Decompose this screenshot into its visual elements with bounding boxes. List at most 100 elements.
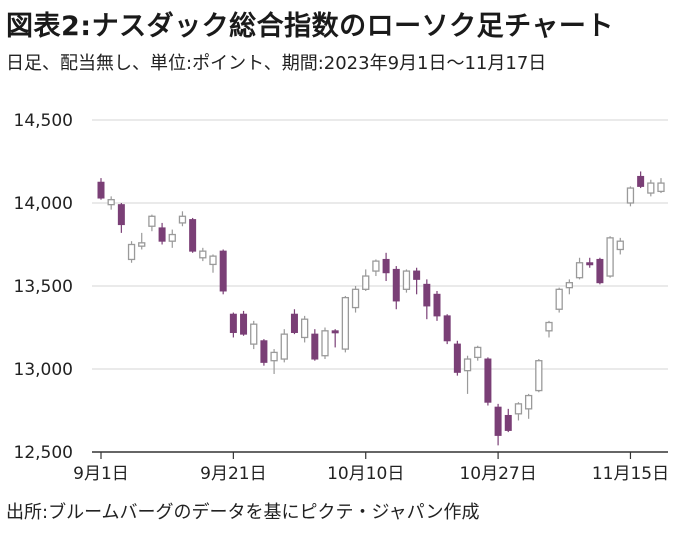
candle bbox=[474, 345, 482, 361]
x-tick-label: 10月27日 bbox=[459, 464, 536, 484]
candle bbox=[189, 217, 197, 253]
candle bbox=[514, 402, 523, 421]
candle bbox=[321, 327, 329, 360]
candle bbox=[443, 314, 451, 345]
candle bbox=[219, 249, 227, 295]
candle-body-down bbox=[229, 313, 237, 333]
candle-body-up bbox=[300, 318, 309, 339]
candle-body-up bbox=[362, 275, 370, 290]
candle-body-down bbox=[392, 268, 400, 302]
candle bbox=[107, 196, 115, 210]
candle-body-down bbox=[240, 313, 248, 335]
candle-body-up bbox=[178, 215, 187, 224]
candle-body-up bbox=[545, 321, 553, 332]
y-axis-tick-labels: 12,500 13,000 13,500 14,000 14,500 bbox=[14, 111, 73, 463]
source-note: 出所:ブルームバーグのデータを基にピクテ・ジャパン作成 bbox=[6, 502, 480, 523]
candle-body-down bbox=[443, 315, 451, 342]
candle bbox=[413, 267, 421, 295]
candle-body-down bbox=[484, 358, 492, 403]
candle-body-up bbox=[199, 250, 207, 259]
candle bbox=[138, 232, 146, 250]
candle bbox=[596, 257, 604, 285]
candle-body-down bbox=[260, 340, 268, 363]
candle-body-down bbox=[586, 262, 594, 266]
candle bbox=[524, 393, 533, 419]
candle-body-up bbox=[341, 296, 350, 350]
chart-subtitle: 日足、配当無し、単位:ポイント、期間:2023年9月1日～11月17日 bbox=[6, 53, 547, 74]
candle-body-down bbox=[97, 181, 105, 199]
candle-body-up bbox=[148, 215, 156, 227]
candle bbox=[260, 339, 268, 366]
y-tick-label: 13,000 bbox=[14, 360, 73, 380]
candle bbox=[300, 315, 309, 343]
candles bbox=[97, 171, 665, 446]
candle-body-up bbox=[555, 288, 563, 310]
candle-body-up bbox=[657, 182, 665, 193]
candle bbox=[402, 269, 411, 293]
candle-body-up bbox=[270, 351, 278, 362]
y-tick-label: 14,500 bbox=[14, 111, 73, 131]
candle-body-up bbox=[402, 270, 411, 290]
candle bbox=[433, 290, 441, 321]
candle bbox=[97, 178, 105, 200]
candle bbox=[423, 279, 431, 320]
y-tick-label: 13,500 bbox=[14, 277, 73, 297]
candle bbox=[463, 355, 472, 394]
candle-body-up bbox=[565, 282, 574, 289]
candle bbox=[484, 357, 492, 406]
candle bbox=[178, 211, 187, 227]
candle-body-down bbox=[189, 219, 197, 252]
x-tick-label: 11月15日 bbox=[592, 464, 669, 484]
candle-body-up bbox=[616, 240, 624, 251]
candle bbox=[270, 349, 278, 374]
candle-body-down bbox=[219, 250, 227, 292]
candle bbox=[148, 214, 156, 232]
candle-body-up bbox=[372, 260, 380, 272]
candle bbox=[168, 229, 176, 248]
candle-body-down bbox=[494, 406, 502, 436]
x-tick-label: 10月10日 bbox=[327, 464, 404, 484]
candle-body-up bbox=[535, 360, 543, 392]
candle-body-up bbox=[209, 255, 217, 266]
candle bbox=[240, 310, 248, 336]
candle bbox=[535, 359, 543, 393]
candle-body-up bbox=[280, 333, 288, 360]
candle-body-down bbox=[453, 343, 461, 373]
candle bbox=[392, 266, 400, 310]
candle-body-up bbox=[514, 403, 523, 415]
candle-body-up bbox=[321, 330, 329, 357]
candle-body-up bbox=[463, 358, 472, 372]
candle bbox=[199, 247, 207, 262]
candle-body-down bbox=[637, 175, 645, 187]
candle bbox=[647, 179, 655, 197]
candle-body-up bbox=[524, 394, 533, 410]
y-tick-label: 14,000 bbox=[14, 194, 73, 214]
candle-body-down bbox=[596, 258, 604, 284]
candle bbox=[453, 340, 461, 376]
candle-body-down bbox=[423, 283, 431, 307]
candle bbox=[362, 269, 370, 291]
candle bbox=[637, 171, 645, 189]
candle bbox=[331, 329, 339, 348]
candle-body-up bbox=[626, 187, 635, 204]
candle-body-up bbox=[351, 288, 360, 309]
candle-body-up bbox=[250, 323, 258, 345]
candle bbox=[209, 254, 217, 273]
candle-body-down bbox=[158, 227, 166, 242]
candle bbox=[351, 286, 360, 313]
candle-body-down bbox=[290, 313, 298, 333]
candle bbox=[158, 222, 166, 245]
candle bbox=[616, 237, 624, 255]
candle bbox=[341, 295, 350, 353]
candle-body-up bbox=[127, 243, 136, 261]
candle-body-down bbox=[413, 270, 421, 280]
candle-body-up bbox=[138, 242, 146, 247]
candle bbox=[545, 320, 553, 338]
candle-body-down bbox=[382, 258, 390, 274]
candle-body-down bbox=[433, 293, 441, 317]
x-tick-label: 9月21日 bbox=[200, 464, 266, 484]
candle bbox=[657, 178, 665, 194]
candle bbox=[494, 403, 502, 446]
candle bbox=[229, 312, 237, 338]
